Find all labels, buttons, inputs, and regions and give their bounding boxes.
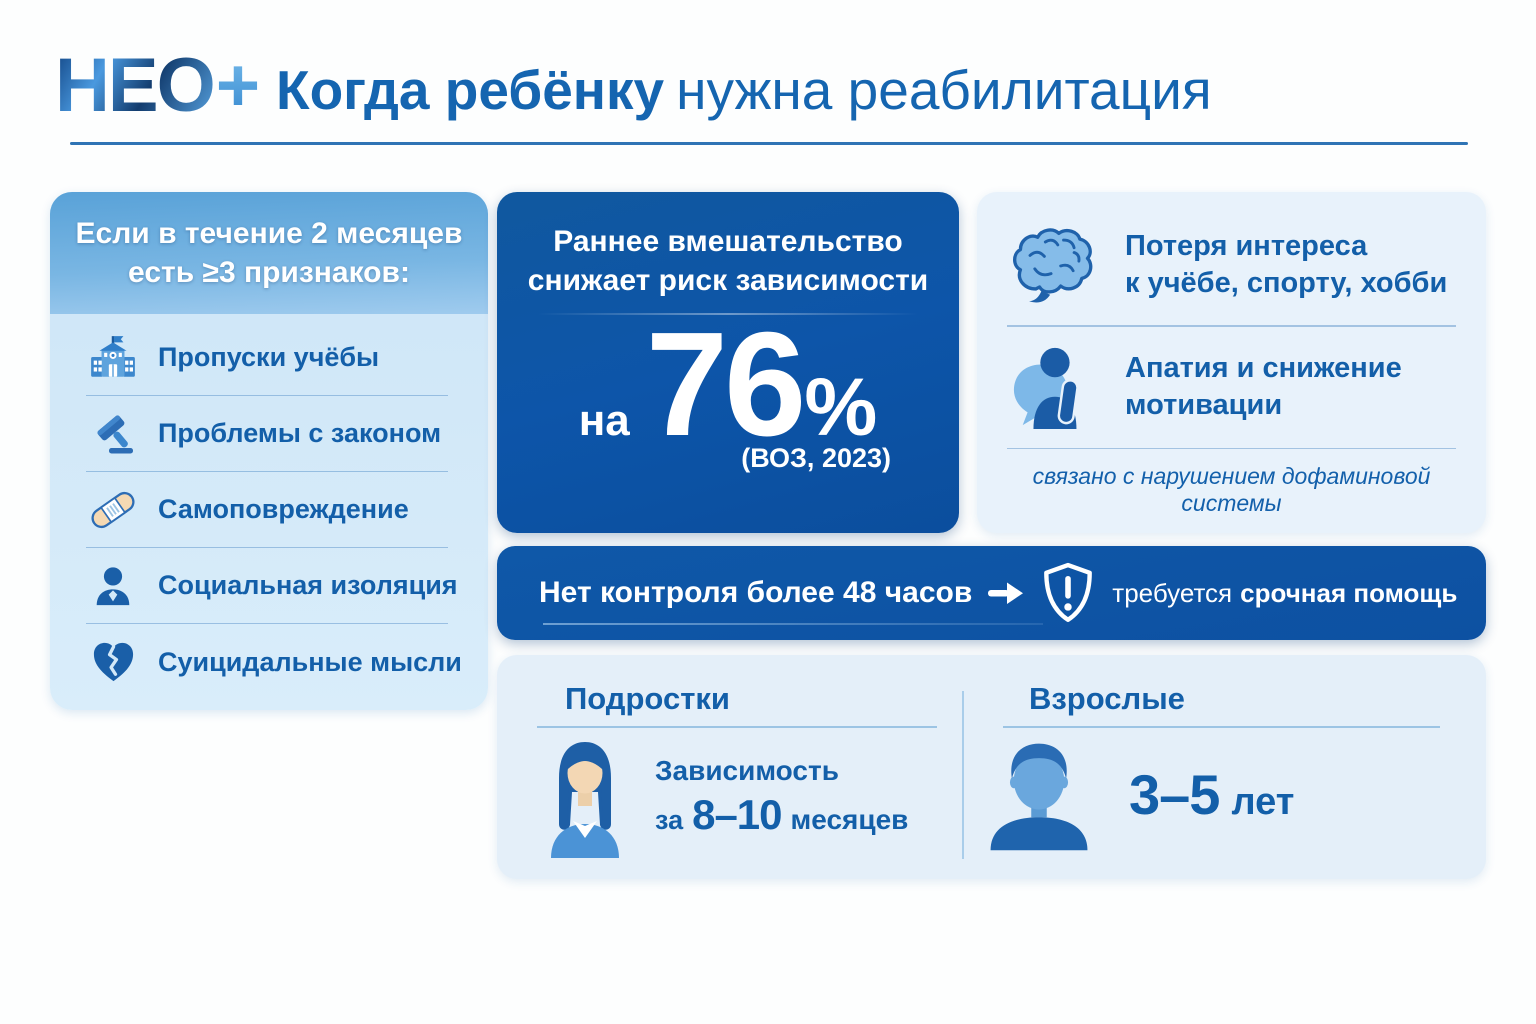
list-item: Пропуски учёбы bbox=[86, 320, 448, 396]
symptom-row: Потеря интереса к учёбе, спорту, хобби bbox=[1007, 204, 1456, 325]
timeline-vertical-divider bbox=[962, 691, 964, 859]
symptoms-footnote: связано с нарушением дофаминовой системы bbox=[1032, 463, 1431, 516]
person-icon bbox=[86, 563, 140, 609]
shield-exclamation-icon bbox=[1040, 562, 1096, 624]
sign-label: Самоповреждение bbox=[158, 494, 409, 524]
page-title: Когда ребёнку нужна реабилитация bbox=[276, 58, 1212, 122]
list-item: Самоповреждение bbox=[86, 472, 448, 548]
sign-label: Социальная изоляция bbox=[158, 570, 458, 600]
adults-value: 3–5 bbox=[1129, 762, 1220, 826]
signs-panel: Если в течение 2 месяцев есть ≥3 признак… bbox=[50, 192, 488, 710]
teens-line2: за 8–10 месяцев bbox=[655, 791, 908, 839]
brain-icon bbox=[1007, 225, 1099, 305]
alert-condition-underline bbox=[543, 623, 1043, 625]
arrow-right-icon bbox=[988, 580, 1024, 606]
teens-line2-prefix: за bbox=[655, 805, 684, 835]
stat-value-prefix: на bbox=[578, 396, 630, 445]
teens-text: Зависимость за 8–10 месяцев bbox=[655, 755, 908, 839]
adults-column: Взрослые 3–5 лет bbox=[977, 681, 1463, 852]
alert-action-normal: требуется bbox=[1112, 577, 1233, 608]
stat-panel: Раннее вмешательство снижает риск зависи… bbox=[497, 192, 959, 533]
symptom-line2: к учёбе, спорту, хобби bbox=[1125, 266, 1448, 299]
signs-list: Пропуски учёбы Проблемы с законом bbox=[50, 314, 488, 700]
header-divider bbox=[70, 142, 1468, 145]
signs-heading-line2: есть ≥3 признаков: bbox=[128, 256, 410, 289]
symptoms-divider bbox=[1007, 447, 1456, 449]
adults-content: 3–5 лет bbox=[977, 736, 1463, 852]
adults-suffix: лет bbox=[1231, 780, 1295, 823]
gavel-icon bbox=[86, 410, 140, 458]
teens-column: Подростки Зависимость bbox=[537, 681, 937, 858]
symptom-text: Апатия и снижение мотивации bbox=[1125, 350, 1402, 424]
apathy-icon bbox=[1007, 343, 1099, 431]
neo-plus-logo: НЕО+ bbox=[55, 48, 260, 124]
symptom-line1: Потеря интереса bbox=[1125, 229, 1368, 262]
alert-action: требуется срочная помощь bbox=[1112, 578, 1457, 609]
adults-underline bbox=[1003, 726, 1440, 728]
stat-heading-line1: Раннее вмешательство bbox=[553, 225, 903, 258]
sign-label: Проблемы с законом bbox=[158, 418, 442, 448]
stat-value: на 76 % bbox=[497, 311, 959, 459]
stat-value-number: 76 bbox=[645, 302, 807, 467]
logo-plus-glyph: + bbox=[215, 43, 260, 128]
stat-heading-line2: снижает риск зависимости bbox=[527, 264, 929, 297]
sign-label: Суицидальные мысли bbox=[158, 646, 462, 677]
alert-condition: Нет контроля более 48 часов bbox=[539, 576, 973, 609]
signs-heading-line1: Если в течение 2 месяцев bbox=[75, 217, 463, 250]
symptom-text: Потеря интереса к учёбе, спорту, хобби bbox=[1125, 228, 1447, 302]
symptom-line2: мотивации bbox=[1125, 389, 1283, 421]
adults-text: 3–5 лет bbox=[1129, 762, 1294, 827]
alert-action-bold: срочная помощь bbox=[1240, 577, 1458, 608]
school-icon bbox=[86, 333, 140, 383]
stat-source: (ВОЗ, 2023) bbox=[741, 443, 891, 473]
adult-man-avatar bbox=[977, 736, 1101, 852]
teens-line2-value: 8–10 bbox=[692, 791, 782, 838]
adults-heading: Взрослые bbox=[1029, 681, 1185, 716]
list-item: Проблемы с законом bbox=[86, 396, 448, 472]
page-title-rest: нужна реабилитация bbox=[676, 59, 1212, 121]
page-title-emphasis: Когда ребёнку bbox=[276, 59, 665, 121]
broken-heart-icon bbox=[86, 639, 140, 686]
stat-value-percent: % bbox=[804, 362, 878, 453]
symptom-line1: Апатия и снижение bbox=[1125, 352, 1402, 384]
sign-label: Пропуски учёбы bbox=[158, 342, 380, 372]
timeline-panel: Подростки Зависимость bbox=[497, 655, 1486, 879]
list-item: Суицидальные мысли bbox=[86, 624, 462, 700]
signs-panel-heading: Если в течение 2 месяцев есть ≥3 признак… bbox=[50, 192, 488, 314]
teens-underline bbox=[537, 726, 937, 728]
stat-heading: Раннее вмешательство снижает риск зависи… bbox=[497, 222, 959, 300]
symptom-row: Апатия и снижение мотивации bbox=[1007, 327, 1456, 448]
teen-girl-avatar bbox=[537, 736, 633, 858]
bandage-icon bbox=[86, 485, 140, 535]
stat-divider bbox=[538, 313, 918, 315]
list-item: Социальная изоляция bbox=[86, 548, 458, 624]
logo-text: НЕО bbox=[55, 43, 216, 128]
teens-line2-suffix: месяцев bbox=[790, 804, 909, 835]
teens-heading: Подростки bbox=[565, 681, 730, 716]
symptoms-divider bbox=[1007, 325, 1456, 327]
alert-banner: Нет контроля более 48 часов требуется сро… bbox=[497, 546, 1486, 640]
teens-content: Зависимость за 8–10 месяцев bbox=[537, 736, 937, 858]
teens-line1: Зависимость bbox=[655, 755, 839, 786]
symptoms-panel: Потеря интереса к учёбе, спорту, хобби А… bbox=[977, 192, 1486, 533]
